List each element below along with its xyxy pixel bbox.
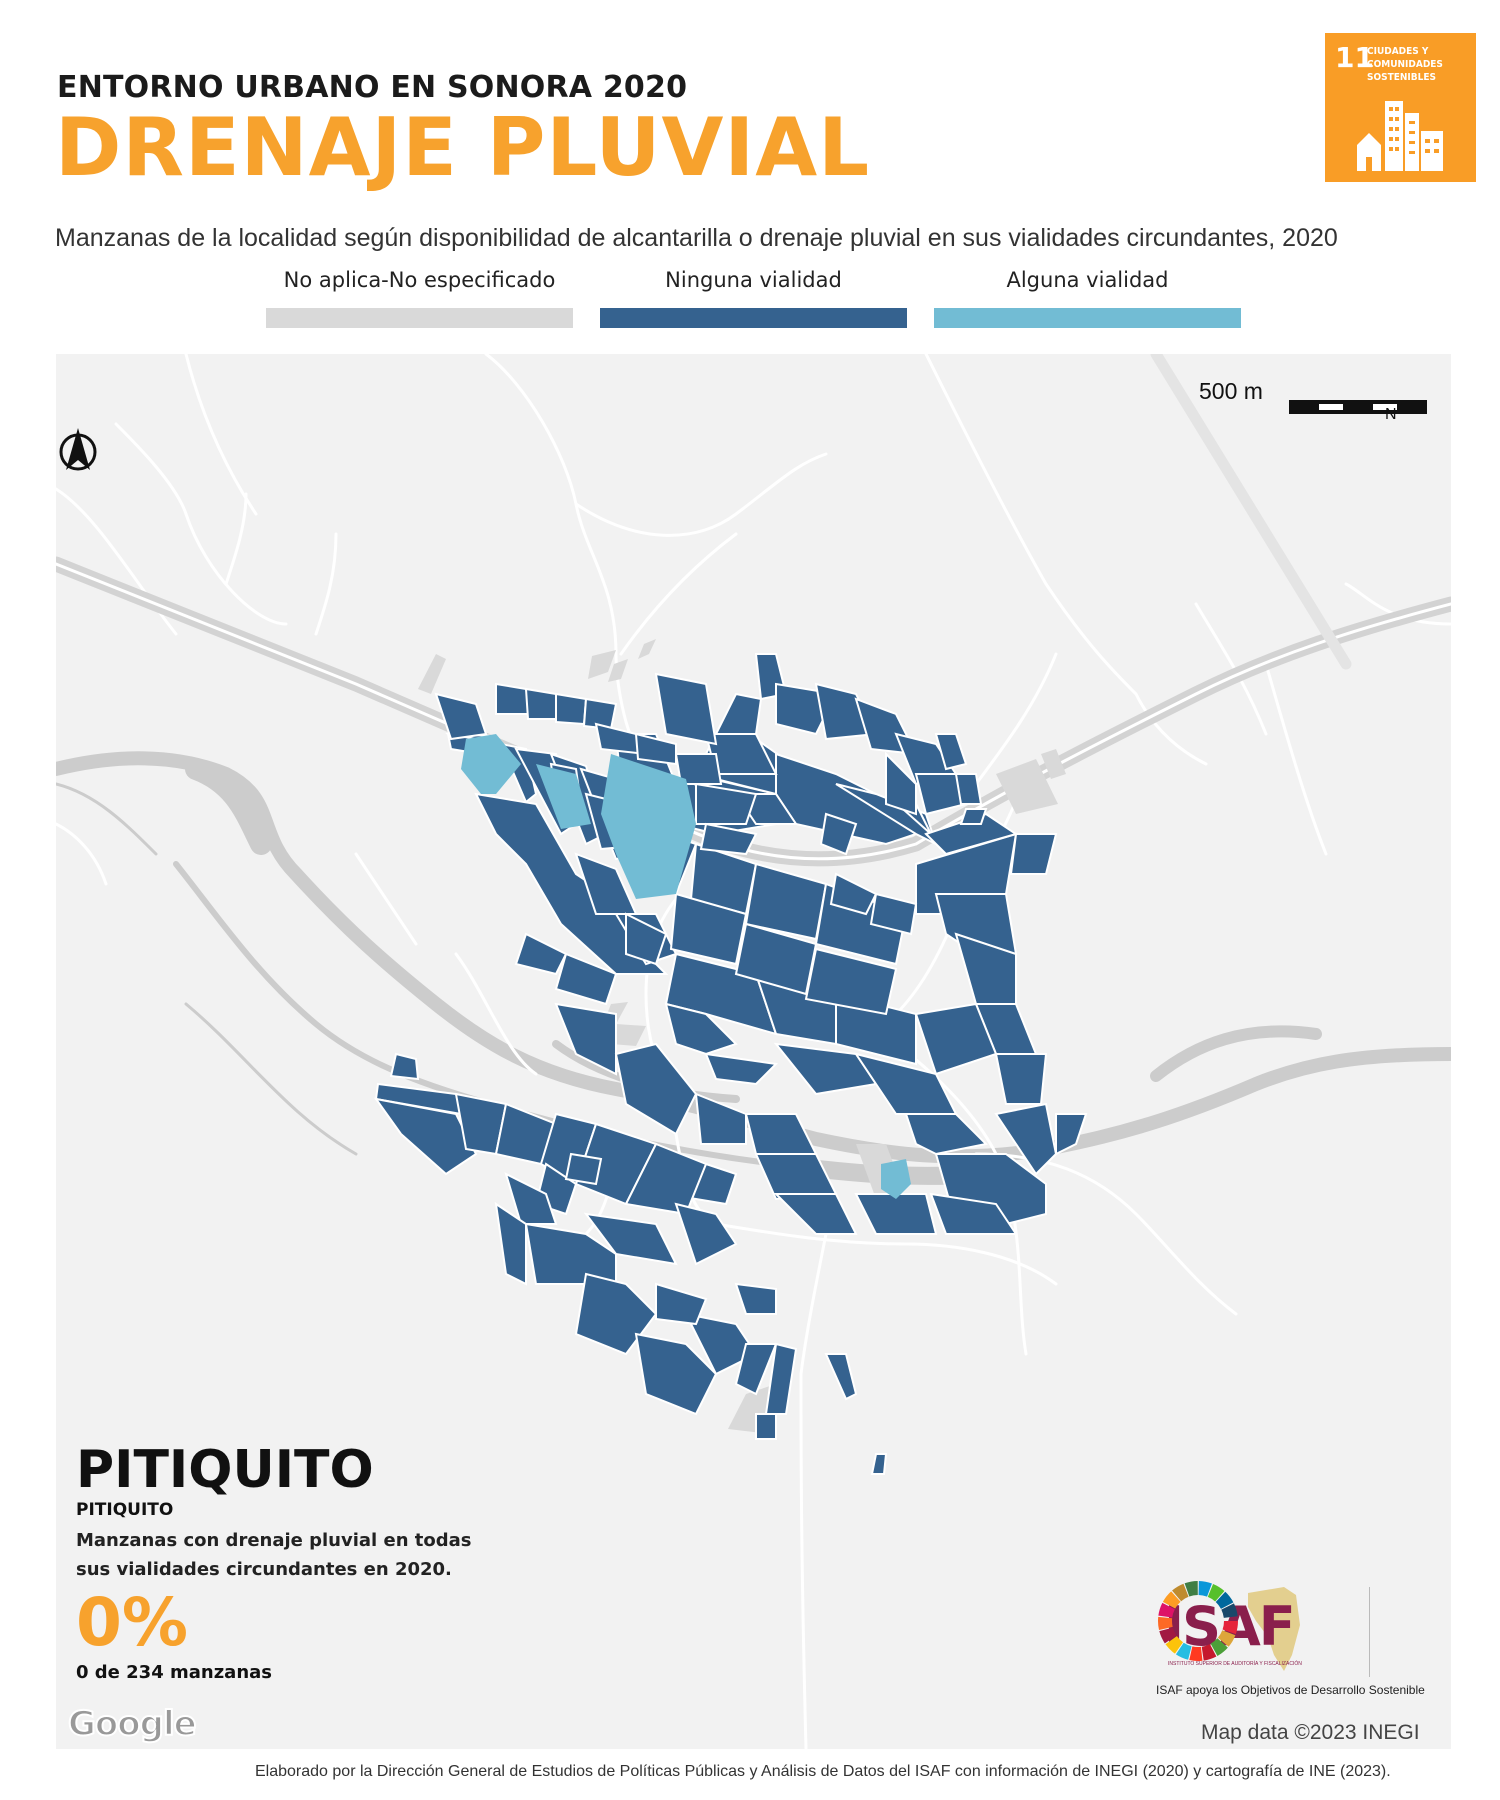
logos-panel: ISAF INSTITUTO SUPERIOR DE AUDITORÍA Y F…	[1156, 1579, 1446, 1699]
legend-item-no-aplica: No aplica-No especificado	[266, 268, 573, 328]
locality-name: PITIQUITO	[76, 1440, 374, 1500]
scale-label: 500 m	[1199, 378, 1263, 404]
legend-label: Alguna vialidad	[1006, 268, 1169, 292]
google-logo: Google	[67, 1703, 198, 1745]
block-count: 0 de 234 manzanas	[76, 1662, 273, 1683]
city-buildings-icon	[1357, 101, 1443, 171]
sdg-number: 11	[1335, 41, 1374, 74]
sdg-11-badge: 11 CIUDADES Y COMUNIDADES SOSTENIBLES	[1325, 33, 1476, 182]
percentage-value: 0%	[76, 1584, 189, 1661]
locality-description: Manzanas con drenaje pluvial en todas su…	[76, 1530, 472, 1580]
map-data-attribution: Map data ©2023 INEGI	[1201, 1721, 1420, 1744]
legend-swatch	[266, 308, 573, 328]
legend-swatch	[934, 308, 1241, 328]
scale-bar-graphic	[1289, 400, 1427, 414]
page-subtitle: Manzanas de la localidad según disponibi…	[55, 224, 1338, 252]
map-legend: No aplica-No especificado Ninguna vialid…	[266, 268, 1241, 328]
north-arrow-icon	[59, 428, 97, 471]
legend-item-alguna: Alguna vialidad	[934, 268, 1241, 328]
sdg-goal-text: CIUDADES Y COMUNIDADES SOSTENIBLES	[1367, 46, 1443, 83]
legend-item-ninguna: Ninguna vialidad	[600, 268, 907, 328]
page-title: DRENAJE PLUVIAL	[55, 101, 871, 194]
locality-info-panel: PITIQUITO PITIQUITO Manzanas con drenaje…	[76, 1444, 496, 1683]
sonora-map-icon	[1248, 1587, 1300, 1671]
isaf-caption: ISAF apoya los Objetivos de Desarrollo S…	[1156, 1683, 1425, 1697]
sdg-wheel-icon	[1158, 1581, 1238, 1661]
blocks-alguna-vialidad	[461, 734, 911, 1199]
legend-label: Ninguna vialidad	[665, 268, 842, 292]
map-svg	[56, 354, 1451, 1749]
scale-bar: 500 m	[1199, 376, 1449, 414]
legend-label: No aplica-No especificado	[283, 268, 556, 292]
logo-divider	[1369, 1587, 1370, 1677]
map-canvas[interactable]: 500 m N PITIQUITO PITIQUITO Manzanas con…	[56, 354, 1451, 1749]
kicker-title: ENTORNO URBANO EN SONORA 2020	[57, 70, 688, 105]
blocks-ninguna-vialidad-south	[373, 1052, 888, 1475]
north-label: N	[1385, 406, 1397, 423]
footer-credits: Elaborado por la Dirección General de Es…	[255, 1763, 1391, 1780]
legend-swatch	[600, 308, 907, 328]
isaf-logo-subtitle: INSTITUTO SUPERIOR DE AUDITORÍA Y FISCAL…	[1168, 1661, 1302, 1667]
locality-subname: PITIQUITO	[76, 1500, 174, 1520]
